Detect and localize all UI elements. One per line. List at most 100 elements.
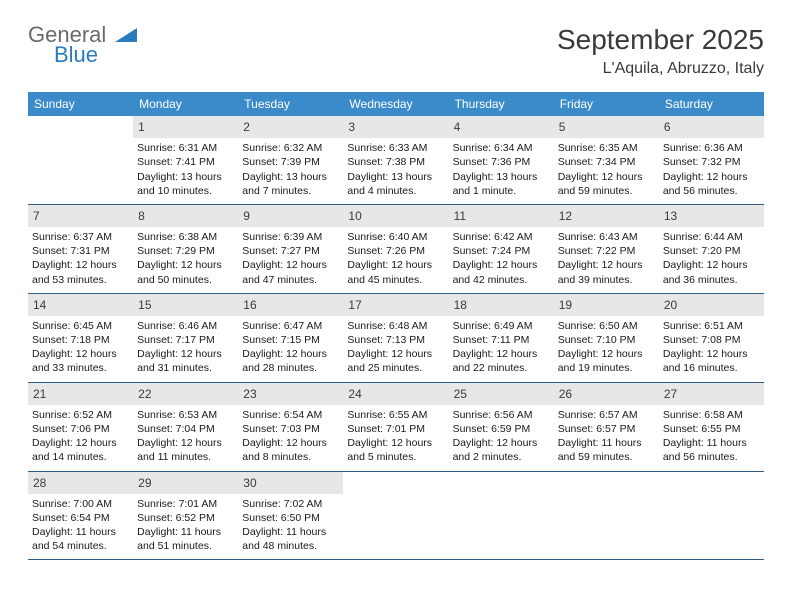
day-number: 14 [28, 294, 133, 316]
day-cell: 5Sunrise: 6:35 AMSunset: 7:34 PMDaylight… [554, 116, 659, 204]
day-number: 30 [238, 472, 343, 494]
day-info-line: Sunset: 7:39 PM [242, 155, 339, 169]
day-cell [554, 472, 659, 560]
day-number: 25 [449, 383, 554, 405]
day-number: 27 [659, 383, 764, 405]
day-info-line: Sunrise: 6:45 AM [32, 319, 129, 333]
day-info-line: Daylight: 12 hours [558, 258, 655, 272]
day-info-line: Daylight: 12 hours [558, 347, 655, 361]
day-info-line: Sunset: 7:32 PM [663, 155, 760, 169]
day-info-line: Sunset: 7:34 PM [558, 155, 655, 169]
day-info-line: Sunrise: 7:02 AM [242, 497, 339, 511]
day-info-line: Sunset: 7:27 PM [242, 244, 339, 258]
day-info-line: Sunrise: 6:54 AM [242, 408, 339, 422]
day-number: 15 [133, 294, 238, 316]
day-cell [449, 472, 554, 560]
day-info-line: Sunrise: 7:00 AM [32, 497, 129, 511]
day-info-line: and 11 minutes. [137, 450, 234, 464]
day-info-line: Sunset: 7:04 PM [137, 422, 234, 436]
day-info-line: Sunrise: 6:36 AM [663, 141, 760, 155]
day-cell: 14Sunrise: 6:45 AMSunset: 7:18 PMDayligh… [28, 294, 133, 382]
day-info-line: Daylight: 12 hours [663, 170, 760, 184]
day-number: 9 [238, 205, 343, 227]
day-number: 6 [659, 116, 764, 138]
day-number: 16 [238, 294, 343, 316]
day-info-line: and 4 minutes. [347, 184, 444, 198]
logo-triangle-icon [115, 26, 137, 46]
day-info-line: and 51 minutes. [137, 539, 234, 553]
day-info-line: Daylight: 12 hours [137, 436, 234, 450]
day-info-line: Sunset: 7:03 PM [242, 422, 339, 436]
day-info-line: and 33 minutes. [32, 361, 129, 375]
day-info-line: Sunset: 6:50 PM [242, 511, 339, 525]
day-info-line: and 48 minutes. [242, 539, 339, 553]
day-number: 2 [238, 116, 343, 138]
day-cell [659, 472, 764, 560]
day-number: 8 [133, 205, 238, 227]
day-cell: 6 Sunrise: 6:36 AMSunset: 7:32 PMDaylight… [659, 116, 764, 204]
day-info-line: Sunrise: 6:52 AM [32, 408, 129, 422]
day-info-line: Sunrise: 6:33 AM [347, 141, 444, 155]
logo: General Blue [28, 24, 137, 66]
dow-cell: Thursday [449, 92, 554, 116]
dow-cell: Sunday [28, 92, 133, 116]
month-title: September 2025 [557, 24, 764, 56]
day-info-line: Sunset: 6:59 PM [453, 422, 550, 436]
day-info-line: and 7 minutes. [242, 184, 339, 198]
day-info-line: Sunset: 7:15 PM [242, 333, 339, 347]
day-info-line: Sunrise: 6:56 AM [453, 408, 550, 422]
day-info-line: Sunrise: 6:53 AM [137, 408, 234, 422]
day-info-line: Sunset: 6:55 PM [663, 422, 760, 436]
dow-cell: Monday [133, 92, 238, 116]
day-info-line: and 36 minutes. [663, 273, 760, 287]
day-info-line: and 19 minutes. [558, 361, 655, 375]
day-cell [28, 116, 133, 204]
day-info-line: Sunrise: 6:40 AM [347, 230, 444, 244]
day-info-line: and 25 minutes. [347, 361, 444, 375]
day-info-line: Sunrise: 6:47 AM [242, 319, 339, 333]
day-cell: 18Sunrise: 6:49 AMSunset: 7:11 PMDayligh… [449, 294, 554, 382]
day-info-line: Daylight: 13 hours [137, 170, 234, 184]
dow-cell: Saturday [659, 92, 764, 116]
day-info-line: and 1 minute. [453, 184, 550, 198]
day-info-line: Sunrise: 6:35 AM [558, 141, 655, 155]
week-row: 7Sunrise: 6:37 AMSunset: 7:31 PMDaylight… [28, 205, 764, 294]
day-info-line: Sunset: 7:31 PM [32, 244, 129, 258]
day-info-line: and 5 minutes. [347, 450, 444, 464]
day-cell: 29Sunrise: 7:01 AMSunset: 6:52 PMDayligh… [133, 472, 238, 560]
calendar-page: General Blue September 2025 L'Aquila, Ab… [0, 0, 792, 584]
day-cell: 28Sunrise: 7:00 AMSunset: 6:54 PMDayligh… [28, 472, 133, 560]
day-number: 17 [343, 294, 448, 316]
day-info-line: Daylight: 12 hours [137, 347, 234, 361]
day-info-line: and 59 minutes. [558, 184, 655, 198]
day-number: 4 [449, 116, 554, 138]
day-info-line: and 16 minutes. [663, 361, 760, 375]
day-info-line: Sunset: 7:20 PM [663, 244, 760, 258]
day-info-line: Sunrise: 6:37 AM [32, 230, 129, 244]
day-info-line: Daylight: 11 hours [558, 436, 655, 450]
day-info-line: Daylight: 12 hours [137, 258, 234, 272]
day-info-line: Daylight: 12 hours [347, 436, 444, 450]
day-info-line: Sunset: 7:38 PM [347, 155, 444, 169]
day-info-line: Daylight: 12 hours [242, 258, 339, 272]
day-info-line: Daylight: 11 hours [137, 525, 234, 539]
day-info-line: Sunset: 6:57 PM [558, 422, 655, 436]
dow-cell: Friday [554, 92, 659, 116]
day-number: 3 [343, 116, 448, 138]
day-info-line: Daylight: 12 hours [32, 258, 129, 272]
day-cell [343, 472, 448, 560]
day-info-line: Daylight: 12 hours [242, 347, 339, 361]
day-info-line: Sunrise: 6:32 AM [242, 141, 339, 155]
day-info-line: Daylight: 12 hours [558, 170, 655, 184]
day-cell: 7Sunrise: 6:37 AMSunset: 7:31 PMDaylight… [28, 205, 133, 293]
day-number: 29 [133, 472, 238, 494]
day-cell: 11Sunrise: 6:42 AMSunset: 7:24 PMDayligh… [449, 205, 554, 293]
dow-cell: Tuesday [238, 92, 343, 116]
day-cell: 2Sunrise: 6:32 AMSunset: 7:39 PMDaylight… [238, 116, 343, 204]
day-info-line: Sunrise: 6:43 AM [558, 230, 655, 244]
week-row: 14Sunrise: 6:45 AMSunset: 7:18 PMDayligh… [28, 294, 764, 383]
day-info-line: and 45 minutes. [347, 273, 444, 287]
day-number: 18 [449, 294, 554, 316]
logo-text: General Blue [28, 24, 137, 66]
day-cell: 20Sunrise: 6:51 AMSunset: 7:08 PMDayligh… [659, 294, 764, 382]
